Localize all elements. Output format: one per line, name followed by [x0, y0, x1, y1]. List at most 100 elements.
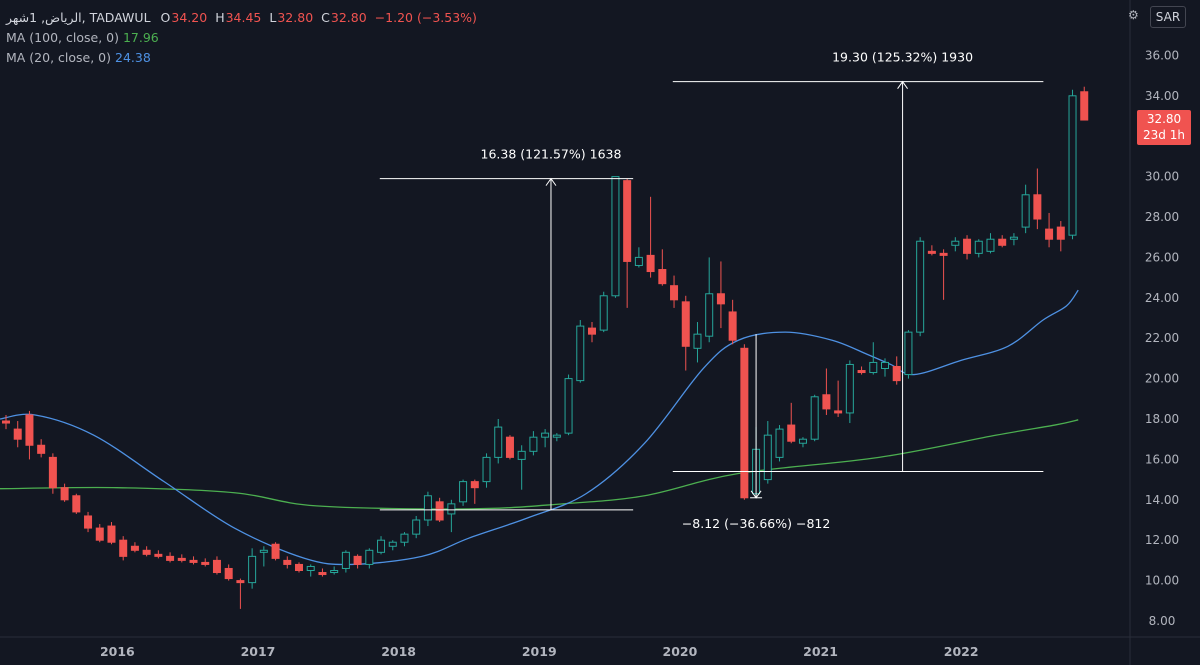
candle[interactable]: [845, 360, 854, 424]
candle[interactable]: [236, 578, 245, 609]
candle[interactable]: [283, 556, 292, 569]
candle[interactable]: [13, 421, 22, 448]
candle[interactable]: [60, 483, 69, 502]
candle[interactable]: [810, 394, 819, 442]
candle[interactable]: [881, 358, 889, 377]
ma100-line[interactable]: [0, 419, 1079, 510]
candle[interactable]: [529, 431, 538, 456]
candle[interactable]: [189, 556, 198, 565]
candle[interactable]: [107, 522, 116, 545]
candle[interactable]: [330, 566, 339, 575]
candle[interactable]: [423, 491, 432, 527]
candle[interactable]: [974, 239, 983, 258]
price-range-measure[interactable]: 16.38 (121.57%) 1638: [379, 147, 634, 511]
candle[interactable]: [623, 178, 632, 308]
candle[interactable]: [459, 479, 468, 506]
candle[interactable]: [857, 366, 866, 375]
candle[interactable]: [951, 237, 960, 252]
candle[interactable]: [763, 421, 772, 484]
candle[interactable]: [377, 536, 386, 555]
candle[interactable]: [541, 429, 550, 448]
candle[interactable]: [412, 515, 421, 539]
candle[interactable]: [787, 402, 796, 444]
candle[interactable]: [388, 540, 397, 551]
candle[interactable]: [212, 556, 221, 575]
candle[interactable]: [869, 342, 878, 375]
candle[interactable]: [25, 410, 34, 460]
candle[interactable]: [130, 542, 139, 553]
candle[interactable]: [1033, 168, 1042, 230]
price-range-measure[interactable]: −8.12 (−36.66%) −812: [682, 334, 830, 531]
candle[interactable]: [705, 257, 714, 343]
candle[interactable]: [447, 499, 456, 533]
symbol-label[interactable]: الرياض, 1شهر, TADAWUL: [6, 10, 151, 25]
candle[interactable]: [470, 479, 479, 504]
candle[interactable]: [986, 233, 995, 254]
candle[interactable]: [119, 536, 128, 561]
candle[interactable]: [37, 439, 46, 458]
candle[interactable]: [693, 322, 702, 363]
candle[interactable]: [517, 445, 526, 490]
candle[interactable]: [916, 237, 925, 337]
candle[interactable]: [318, 568, 327, 577]
candle[interactable]: [740, 344, 749, 500]
candle[interactable]: [1045, 212, 1054, 248]
candle[interactable]: [400, 532, 409, 547]
candle[interactable]: [154, 550, 163, 559]
candle[interactable]: [798, 437, 807, 448]
candle[interactable]: [728, 299, 737, 345]
candle[interactable]: [48, 453, 57, 494]
candle[interactable]: [611, 176, 620, 298]
candle[interactable]: [963, 235, 972, 260]
candle[interactable]: [927, 245, 936, 256]
candle[interactable]: [1080, 86, 1089, 121]
candle[interactable]: [271, 542, 280, 561]
candle[interactable]: [95, 524, 104, 543]
candle[interactable]: [1068, 89, 1077, 240]
candle[interactable]: [166, 552, 175, 563]
candle[interactable]: [681, 295, 690, 371]
candle[interactable]: [904, 330, 913, 379]
candle[interactable]: [775, 425, 784, 462]
candle[interactable]: [201, 558, 210, 567]
candle[interactable]: [634, 247, 643, 268]
candle[interactable]: [822, 368, 831, 415]
candle[interactable]: [576, 320, 585, 383]
candle[interactable]: [2, 414, 10, 430]
candle[interactable]: [998, 235, 1007, 248]
candle[interactable]: [295, 562, 303, 573]
candle[interactable]: [1009, 233, 1018, 246]
ma20-legend-row[interactable]: MA (20, close, 0) 24.38: [6, 48, 477, 68]
candle[interactable]: [306, 564, 315, 577]
time-axis[interactable]: 2016 2017 2018 2019 2020 2021 2022: [100, 644, 979, 659]
candle[interactable]: [552, 433, 561, 442]
candle[interactable]: [588, 322, 596, 343]
candle[interactable]: [670, 275, 679, 308]
candle[interactable]: [259, 546, 268, 567]
candle[interactable]: [482, 453, 491, 488]
chart-settings-icon[interactable]: ⚙: [1128, 8, 1139, 22]
candle[interactable]: [248, 548, 257, 589]
candle[interactable]: [599, 291, 608, 333]
candle[interactable]: [224, 564, 233, 581]
candle[interactable]: [494, 419, 503, 464]
candle[interactable]: [564, 374, 573, 436]
candle[interactable]: [1021, 184, 1030, 234]
candle[interactable]: [84, 511, 93, 533]
candle[interactable]: [939, 249, 948, 300]
candle[interactable]: [892, 356, 901, 385]
candle[interactable]: [646, 196, 655, 278]
candle[interactable]: [365, 548, 374, 569]
ma20-line[interactable]: [0, 289, 1079, 566]
candle[interactable]: [341, 550, 350, 573]
ma100-legend-row[interactable]: MA (100, close, 0) 17.96: [6, 28, 477, 48]
candle[interactable]: [177, 554, 186, 563]
candle[interactable]: [142, 546, 151, 557]
candle[interactable]: [353, 554, 362, 569]
candle[interactable]: [834, 380, 843, 417]
candle[interactable]: [1056, 221, 1065, 252]
candle[interactable]: [72, 493, 81, 514]
currency-button[interactable]: SAR: [1150, 6, 1186, 28]
candle[interactable]: [505, 435, 514, 460]
